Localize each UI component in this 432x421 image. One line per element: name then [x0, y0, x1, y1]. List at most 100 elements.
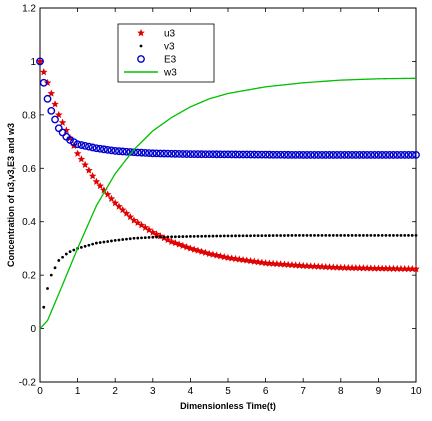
data-point-E3: [246, 150, 255, 159]
data-point-E3: [325, 151, 334, 159]
data-point-v3: [91, 242, 95, 246]
data-point-v3: [117, 238, 121, 242]
data-point-E3: [163, 149, 172, 158]
data-point-E3: [111, 147, 120, 155]
data-point-E3: [235, 150, 244, 159]
series-w3: [39, 77, 417, 330]
data-point-v3: [249, 234, 252, 238]
data-point-v3: [173, 235, 177, 239]
y-tick-label: 1: [30, 57, 36, 68]
data-point-E3: [261, 150, 270, 159]
data-point-v3: [158, 235, 162, 239]
data-point-u3: [81, 160, 89, 169]
series-layer: [36, 57, 420, 330]
x-tick-label: 7: [300, 386, 306, 397]
data-point-E3: [201, 150, 210, 159]
x-axis-label: Dimensionless Time(t): [180, 401, 276, 411]
data-point-E3: [378, 151, 387, 159]
data-point-v3: [241, 234, 245, 238]
series-line-w3: [39, 77, 417, 330]
data-point-v3: [215, 234, 219, 238]
data-point-E3: [272, 150, 281, 159]
y-axis-ticks: -0.2 0 0.2 0.4 0.6 0.8 1 1.2: [19, 4, 416, 389]
data-point-E3: [66, 136, 74, 144]
legend-label-u3: u3: [164, 29, 176, 40]
data-point-E3: [382, 151, 390, 159]
data-point-v3: [403, 233, 407, 237]
data-point-E3: [374, 151, 383, 159]
data-point-E3: [84, 142, 93, 151]
data-point-E3: [122, 147, 131, 156]
data-point-u3: [39, 68, 48, 76]
data-point-E3: [137, 148, 146, 157]
data-point-E3: [231, 150, 240, 159]
data-point-E3: [39, 78, 48, 87]
x-tick-label: 10: [410, 386, 422, 397]
data-point-u3: [92, 177, 101, 185]
data-point-v3: [95, 241, 98, 245]
data-point-E3: [265, 150, 274, 159]
data-point-v3: [346, 233, 350, 237]
data-point-E3: [310, 151, 319, 159]
data-point-u3: [103, 190, 112, 198]
data-point-u3: [96, 181, 104, 190]
data-point-v3: [46, 287, 49, 290]
data-point-E3: [77, 141, 86, 149]
x-tick-label: 6: [263, 386, 269, 397]
data-point-E3: [69, 138, 78, 147]
data-point-E3: [389, 151, 398, 159]
x-tick-label: 9: [376, 386, 382, 397]
data-point-E3: [212, 150, 221, 159]
data-point-E3: [412, 151, 420, 159]
data-point-v3: [316, 233, 320, 237]
data-point-E3: [160, 149, 168, 158]
data-point-v3: [252, 234, 256, 238]
y-tick-label: -0.2: [19, 378, 37, 389]
data-point-E3: [404, 151, 413, 159]
data-point-v3: [181, 235, 185, 238]
data-point-u3: [254, 258, 262, 266]
data-point-E3: [156, 149, 165, 158]
data-point-v3: [245, 234, 249, 238]
data-point-v3: [113, 239, 117, 242]
data-point-v3: [166, 235, 170, 239]
data-point-u3: [243, 256, 251, 264]
x-tick-label: 1: [75, 386, 81, 397]
data-point-v3: [407, 233, 410, 237]
data-point-E3: [257, 150, 266, 159]
data-point-E3: [224, 150, 232, 159]
data-point-v3: [87, 243, 91, 247]
data-point-v3: [128, 237, 132, 241]
data-point-E3: [171, 149, 180, 158]
data-point-E3: [314, 151, 323, 159]
data-point-E3: [47, 106, 56, 115]
data-point-v3: [222, 234, 226, 238]
data-point-E3: [88, 143, 97, 152]
data-point-E3: [333, 151, 341, 159]
data-point-E3: [242, 150, 251, 159]
data-point-v3: [72, 248, 76, 252]
data-point-E3: [239, 150, 247, 159]
data-point-v3: [279, 234, 283, 237]
legend-entry-w3: w3: [124, 68, 177, 79]
data-point-v3: [294, 233, 298, 237]
x-tick-label: 8: [338, 386, 344, 397]
data-point-E3: [190, 150, 199, 159]
data-point-E3: [348, 151, 356, 159]
data-point-u3: [126, 212, 135, 221]
data-point-u3: [55, 110, 63, 119]
data-point-v3: [361, 233, 365, 237]
y-tick-label: 0: [30, 324, 36, 335]
data-point-E3: [397, 151, 405, 159]
data-point-E3: [288, 150, 296, 159]
data-point-E3: [321, 151, 330, 159]
plot-area: [39, 7, 417, 383]
data-point-u3: [239, 255, 247, 264]
y-axis-label: Concentration of u3,v3,E3 and w3: [6, 123, 16, 267]
data-point-E3: [51, 115, 59, 124]
data-point-u3: [205, 249, 213, 257]
data-point-v3: [189, 235, 192, 238]
data-point-E3: [194, 150, 202, 159]
data-point-E3: [118, 147, 127, 156]
legend-label-E3: E3: [164, 55, 177, 66]
